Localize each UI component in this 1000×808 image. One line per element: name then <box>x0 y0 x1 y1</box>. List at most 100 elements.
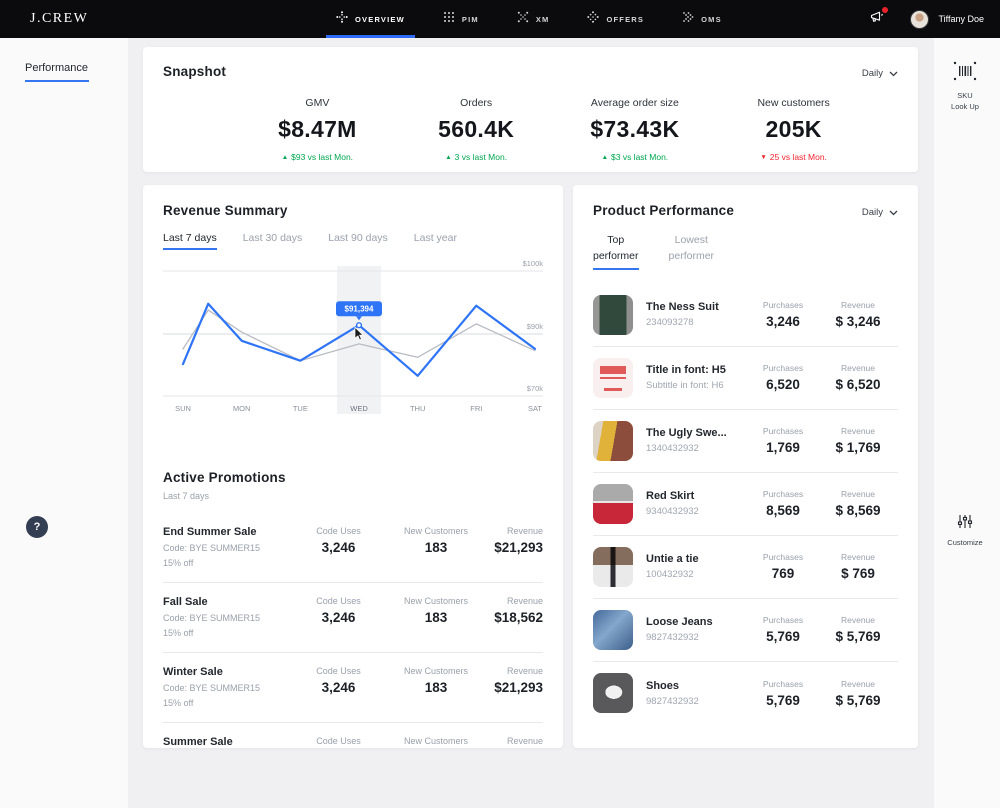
metric-orders: Orders 560.4K ▲ 3 vs last Mon. <box>397 97 556 162</box>
product-row[interactable]: Loose Jeans 9827432932 Purchases 5,769 Re… <box>593 599 898 662</box>
promo-discount: 15% off <box>163 628 194 638</box>
revenue-tab[interactable]: Last 30 days <box>242 232 303 244</box>
promo-name: Winter Sale <box>163 666 223 678</box>
avatar[interactable] <box>910 9 930 29</box>
period-value: Daily <box>861 206 883 218</box>
svg-text:SAT: SAT <box>528 404 542 413</box>
product-revenue: $ 6,520 <box>835 377 881 392</box>
product-sku: 100432932 <box>646 569 694 580</box>
col-header-revenue: Revenue <box>840 615 876 625</box>
metric-delta-text: $93 vs last Mon. <box>291 152 354 162</box>
revenue-summary-title: Revenue Summary <box>163 203 288 218</box>
snapshot-card: Snapshot Daily GMV $8.47M ▲ $93 vs last M… <box>143 47 918 172</box>
product-sku: 9340432932 <box>646 506 699 517</box>
nav-item-pim[interactable]: PIM <box>439 0 483 38</box>
sidebar-item-performance[interactable]: Performance <box>25 62 89 82</box>
revenue-chart[interactable]: $100k $90k $70k SUN MON TUE WED THU FRI SAT $91,39… <box>163 254 543 424</box>
nav-item-xm[interactable]: XM <box>513 0 554 38</box>
promo-name: Summer Sale <box>163 736 233 748</box>
help-button[interactable]: ? <box>26 516 48 538</box>
product-list: The Ness Suit 234093278 Purchases 3,246 R… <box>593 284 898 725</box>
metric-label: New customers <box>757 97 830 109</box>
product-row[interactable]: Red Skirt 9340432932 Purchases 8,569 Reve… <box>593 473 898 536</box>
product-row[interactable]: The Ness Suit 234093278 Purchases 3,246 R… <box>593 284 898 347</box>
nav-item-oms[interactable]: OMS <box>678 0 726 38</box>
revenue-tab[interactable]: Last 90 days <box>328 232 388 244</box>
col-header-code-uses: Code Uses <box>316 736 361 746</box>
metric-delta: ▲ $3 vs last Mon. <box>556 152 715 162</box>
product-performance-title: Product Performance <box>593 203 735 218</box>
product-revenue: $ 8,569 <box>835 503 881 518</box>
sidebar-item-label: Performance <box>25 62 88 74</box>
revenue-tab[interactable]: Last year <box>413 232 457 244</box>
nav-item-overview[interactable]: OVERVIEW <box>326 0 415 38</box>
product-period-select[interactable]: Daily <box>862 203 898 221</box>
promo-discount: 15% off <box>163 698 194 708</box>
product-row[interactable]: Untie a tie 100432932 Purchases 769 Reven… <box>593 536 898 599</box>
product-sku: 234093278 <box>646 317 694 328</box>
metric-delta: ▼ 25 vs last Mon. <box>714 152 873 162</box>
metric-delta-text: 3 vs last Mon. <box>454 152 508 162</box>
col-header-purchases: Purchases <box>762 363 804 373</box>
col-header-purchases: Purchases <box>762 489 804 499</box>
revenue-tab[interactable]: Last 7 days <box>163 232 217 250</box>
promo-row[interactable]: Summer Sale Code: BYE SUMMER15 15% off C… <box>163 723 543 748</box>
chevron-down-icon <box>889 64 898 82</box>
snapshot-period-select[interactable]: Daily <box>862 64 898 82</box>
diamond-icon <box>587 10 600 28</box>
svg-text:WED: WED <box>350 404 368 413</box>
product-row[interactable]: The Ugly Swe... 1340432932 Purchases 1,76… <box>593 410 898 473</box>
col-header-revenue: Revenue <box>840 300 876 310</box>
metric-value: $8.47M <box>278 116 357 142</box>
mouse-cursor <box>354 326 364 341</box>
svg-text:FRI: FRI <box>470 404 482 413</box>
promo-row[interactable]: Winter Sale Code: BYE SUMMER15 15% off C… <box>163 653 543 723</box>
metric-value: $73.43K <box>590 116 680 142</box>
nav-label: OMS <box>701 14 722 24</box>
svg-text:$100k: $100k <box>523 259 543 268</box>
col-header-revenue: Revenue <box>506 526 543 536</box>
product-thumbnail <box>593 420 633 461</box>
product-row[interactable]: Shoes 9827432932 Purchases 5,769 Revenue $… <box>593 662 898 725</box>
main-nav: OVERVIEW PIM XM OFFERS <box>326 0 726 38</box>
col-header-code-uses: Code Uses <box>316 666 361 676</box>
chevrons-icon <box>682 10 694 28</box>
sku-lookup-button[interactable]: SKU Look Up <box>938 60 992 113</box>
col-header-revenue: Revenue <box>840 489 876 499</box>
col-header-purchases: Purchases <box>762 300 804 310</box>
metric-delta-text: $3 vs last Mon. <box>611 152 669 162</box>
tab-lowest-performer[interactable]: Lowest performer <box>669 233 715 270</box>
nav-label: PIM <box>461 14 479 24</box>
metric-gmv: GMV $8.47M ▲ $93 vs last Mon. <box>238 97 397 162</box>
nav-label: OFFERS <box>606 14 645 24</box>
metric-delta: ▲ 3 vs last Mon. <box>397 152 556 162</box>
customize-button[interactable]: Customize <box>938 514 992 549</box>
svg-text:$70k: $70k <box>527 384 543 393</box>
svg-text:THU: THU <box>410 404 425 413</box>
notifications-button[interactable] <box>868 6 889 30</box>
product-purchases: 5,769 <box>766 629 800 644</box>
metric-label: GMV <box>305 97 330 109</box>
promo-name: Fall Sale <box>163 596 208 608</box>
promo-new-customers: 183 <box>424 540 448 555</box>
promo-row[interactable]: End Summer Sale Code: BYE SUMMER15 15% o… <box>163 513 543 583</box>
trend-icon: ▼ <box>760 154 767 161</box>
promo-row[interactable]: Fall Sale Code: BYE SUMMER15 15% off Cod… <box>163 583 543 653</box>
nav-item-offers[interactable]: OFFERS <box>583 0 648 38</box>
promo-new-customers: 183 <box>424 610 448 625</box>
tab-top-performer[interactable]: Top performer <box>593 233 639 270</box>
product-name: Red Skirt <box>646 490 695 502</box>
sku-lookup-label-line2: Look Up <box>951 101 979 111</box>
product-thumbnail <box>593 483 633 524</box>
product-thumbnail <box>593 673 633 713</box>
product-thumbnail <box>593 546 633 587</box>
nav-label: OVERVIEW <box>355 14 405 24</box>
metric-new-customers: New customers 205K ▼ 25 vs last Mon. <box>714 97 873 162</box>
col-header-new-customers: New Customers <box>403 666 468 676</box>
col-header-code-uses: Code Uses <box>316 596 361 606</box>
col-header-code-uses: Code Uses <box>316 526 361 536</box>
product-row[interactable]: Title in font: H5 Subtitle in font: H6 P… <box>593 347 898 410</box>
promo-revenue: $18,562 <box>494 610 543 625</box>
product-purchases: 3,246 <box>766 314 800 329</box>
product-name: Title in font: H5 <box>646 364 726 376</box>
